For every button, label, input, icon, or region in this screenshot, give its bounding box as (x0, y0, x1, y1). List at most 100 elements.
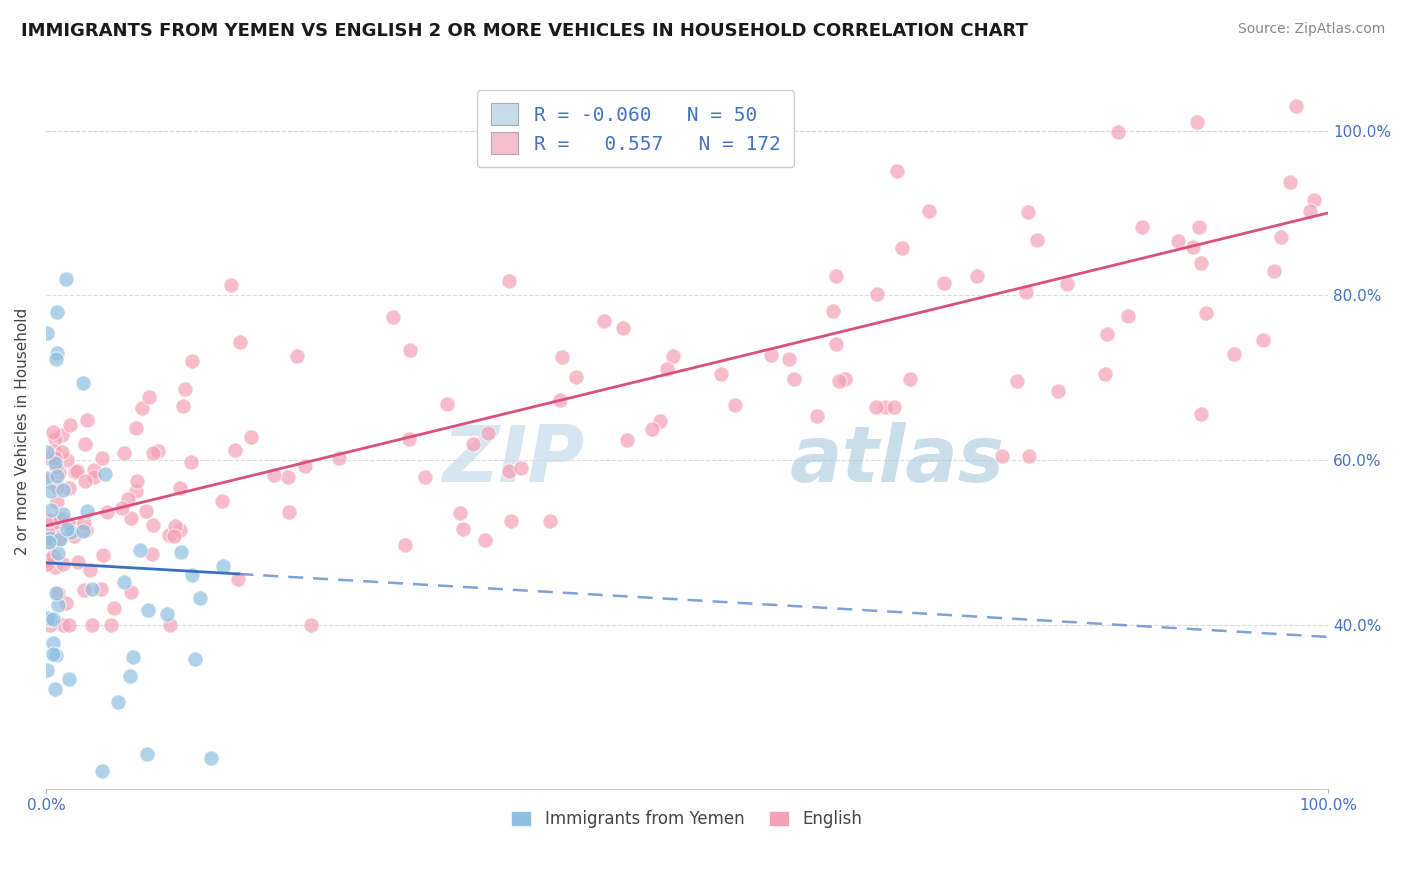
Point (759, 348, 782, 362)
Point (657, 361, 679, 376)
Point (38, 513, 60, 527)
Point (49, 510, 72, 524)
Point (125, 420, 148, 434)
Point (224, 443, 246, 458)
Point (90, 764, 112, 778)
Point (142, 446, 165, 460)
Point (934, 276, 956, 290)
Point (73, 437, 96, 451)
Point (44, 682, 66, 697)
Point (75, 475, 97, 489)
Point (565, 370, 588, 384)
Point (125, 483, 148, 498)
Point (142, 518, 165, 533)
Point (1167, 234, 1189, 248)
Point (1097, 327, 1119, 342)
Point (180, 568, 202, 582)
Point (226, 572, 249, 586)
Point (991, 450, 1014, 464)
Point (1094, 367, 1116, 381)
Point (37, 470, 59, 484)
Point (824, 337, 846, 351)
Point (1018, 449, 1040, 463)
Point (1046, 384, 1069, 399)
Point (163, 518, 186, 533)
Point (55, 596, 77, 610)
Point (1195, 306, 1218, 320)
Text: IMMIGRANTS FROM YEMEN VS ENGLISH 2 OR MORE VEHICLES IN HOUSEHOLD CORRELATION CHA: IMMIGRANTS FROM YEMEN VS ENGLISH 2 OR MO… (21, 22, 1028, 40)
Point (44, 444, 66, 458)
Point (76, 504, 98, 518)
Point (117, 491, 139, 506)
Point (477, 425, 499, 440)
Point (163, 529, 186, 543)
Point (82, 582, 104, 596)
Point (35, 444, 58, 458)
Point (56, 522, 79, 536)
Point (184, 651, 207, 665)
Point (90, 582, 112, 597)
Point (42, 636, 65, 650)
Point (141, 547, 163, 561)
Point (451, 522, 474, 536)
Point (44, 432, 66, 446)
Point (278, 505, 301, 519)
Point (135, 504, 157, 518)
Point (39, 612, 62, 626)
Point (548, 392, 571, 407)
Point (159, 617, 181, 632)
Point (46, 546, 69, 560)
Point (180, 455, 202, 469)
Point (91, 450, 114, 465)
Point (112, 446, 135, 460)
Point (875, 400, 897, 414)
Point (1270, 230, 1292, 244)
Point (52, 617, 75, 632)
Point (662, 349, 685, 363)
Point (174, 382, 197, 396)
Point (51, 445, 73, 459)
Point (778, 352, 800, 367)
Point (172, 399, 194, 413)
Point (41, 549, 63, 563)
Point (80, 617, 103, 632)
Point (436, 396, 458, 410)
Point (612, 320, 634, 334)
Point (51, 428, 73, 442)
Point (129, 542, 152, 557)
Point (169, 524, 191, 538)
Point (1185, 115, 1208, 129)
Point (63, 465, 86, 479)
Point (806, 409, 828, 424)
Point (58, 617, 80, 632)
Point (75, 524, 97, 538)
Point (399, 343, 422, 358)
Point (1263, 264, 1285, 278)
Point (299, 617, 322, 632)
Point (120, 510, 142, 524)
Point (39, 484, 62, 499)
Point (72, 524, 94, 538)
Point (37, 451, 59, 466)
Point (55, 272, 77, 286)
Point (285, 349, 308, 363)
Point (276, 470, 298, 484)
Point (188, 591, 211, 605)
Point (538, 514, 561, 528)
Point (49, 532, 72, 546)
Point (42, 425, 65, 439)
Point (37, 553, 59, 567)
Point (1285, 99, 1308, 113)
Text: Source: ZipAtlas.com: Source: ZipAtlas.com (1237, 22, 1385, 37)
Point (44, 450, 66, 465)
Point (38, 535, 60, 549)
Point (156, 607, 179, 621)
Point (509, 461, 531, 475)
Point (1189, 256, 1212, 270)
Point (918, 203, 941, 218)
Point (1251, 333, 1274, 347)
Point (111, 501, 134, 516)
Point (891, 241, 914, 255)
Point (46, 586, 69, 600)
Point (1278, 175, 1301, 189)
